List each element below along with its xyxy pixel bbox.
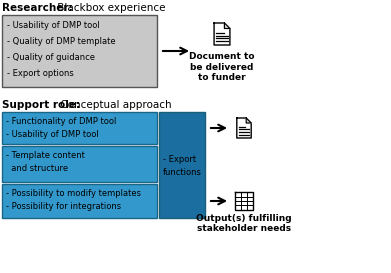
Bar xyxy=(2,112,157,144)
Polygon shape xyxy=(235,192,253,210)
Bar xyxy=(159,112,205,218)
Polygon shape xyxy=(246,118,251,123)
Text: - Functionality of DMP tool: - Functionality of DMP tool xyxy=(6,117,117,126)
Bar xyxy=(2,15,157,87)
Text: Document to
be delivered
to funder: Document to be delivered to funder xyxy=(189,52,255,82)
Text: Blackbox experience: Blackbox experience xyxy=(54,3,165,13)
Text: - Possibility to modify templates: - Possibility to modify templates xyxy=(6,189,141,198)
Text: Researcher:: Researcher: xyxy=(2,3,73,13)
Text: and structure: and structure xyxy=(6,164,68,173)
Text: - Possibility for integrations: - Possibility for integrations xyxy=(6,202,121,211)
Text: Support role:: Support role: xyxy=(2,100,80,110)
Text: - Usability of DMP tool: - Usability of DMP tool xyxy=(7,21,100,30)
Bar xyxy=(2,146,157,182)
Text: functions: functions xyxy=(163,168,202,177)
Bar xyxy=(2,184,157,218)
Text: - Usability of DMP tool: - Usability of DMP tool xyxy=(6,130,99,139)
Text: - Export: - Export xyxy=(163,155,196,164)
Polygon shape xyxy=(237,118,251,138)
Text: - Quality of guidance: - Quality of guidance xyxy=(7,53,95,62)
Text: - Quality of DMP template: - Quality of DMP template xyxy=(7,37,116,46)
Polygon shape xyxy=(214,23,230,45)
Text: - Export options: - Export options xyxy=(7,69,74,78)
Polygon shape xyxy=(224,23,230,28)
Text: - Template content: - Template content xyxy=(6,151,85,160)
Text: Output(s) fulfilling
stakeholder needs: Output(s) fulfilling stakeholder needs xyxy=(196,214,292,233)
Text: Conceptual approach: Conceptual approach xyxy=(57,100,172,110)
